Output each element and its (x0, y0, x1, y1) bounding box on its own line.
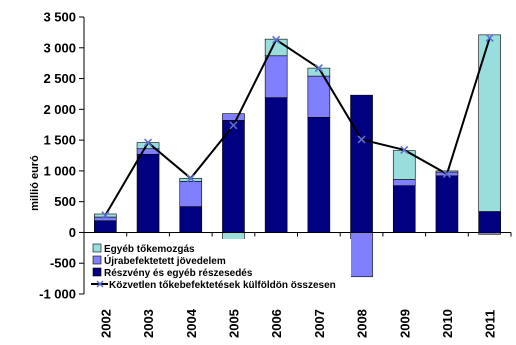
line-point-2007 (314, 64, 323, 73)
x-tick-label: 2004 (184, 308, 199, 338)
line-point-2006 (272, 35, 281, 44)
line-total (104, 37, 491, 216)
legend-label: Újrabefektetett jövedelem (104, 254, 226, 267)
x-tick-label: 2009 (397, 309, 412, 338)
line-point-2002 (101, 211, 110, 220)
bar-segment-2005-s0 (222, 120, 245, 233)
line-point-2005 (229, 121, 238, 130)
line-point-2008 (357, 135, 366, 144)
y-tick-label: 2 500 (43, 71, 76, 86)
bar-segment-2008-s1 (350, 232, 373, 278)
x-axis-ticks: 2002 2003 2004 2005 2006 2007 2008 2009 2010 2011 (98, 308, 497, 338)
y-tick-label: 1 000 (43, 163, 76, 178)
x-tick-label: 2002 (98, 309, 113, 338)
bar-segment-2002-s1 (94, 216, 117, 222)
legend-item-1: Újrabefektetett jövedelem (92, 254, 226, 267)
y-axis-ticks: -1 000 -500 0 500 1 000 1 500 2 000 2 500 3 000 3… (39, 10, 84, 302)
legend-item-3: Közvetlen tőkebefektetések külföldön öss… (91, 280, 336, 291)
y-tick-label: 3 500 (43, 10, 76, 25)
bar-segment-2002-s0 (94, 220, 117, 233)
x-tick-label: 2011 (483, 310, 498, 338)
x-tick-label: 2005 (226, 309, 241, 338)
bar-segment-2010-s0 (435, 175, 459, 233)
bar-segment-2009-s1 (392, 179, 416, 186)
y-tick-label: -1 000 (39, 287, 76, 302)
bar-segment-2011-s2 (478, 34, 501, 212)
y-tick-label: 0 (69, 225, 76, 240)
legend-label: Részvény és egyéb részesedés (104, 268, 253, 279)
y-axis-label: millió euró (29, 155, 41, 211)
legend-label: Egyéb tőkemozgás (104, 244, 195, 255)
bar-segment-2008-s0 (350, 94, 373, 233)
y-tick-label: 1 500 (43, 133, 76, 148)
bar-segment-2004-s0 (179, 206, 203, 233)
line-point-2010 (442, 169, 452, 179)
x-tick-label: 2006 (269, 309, 284, 338)
bar-segment-2007-s0 (307, 117, 331, 233)
line-point-2003 (143, 138, 153, 147)
legend-label: Közvetlen tőkebefektetések külföldön öss… (109, 280, 336, 291)
x-tick-label: 2010 (440, 309, 455, 338)
bars (94, 34, 501, 278)
x-tick-label: 2003 (141, 309, 156, 338)
bar-segment-2011-s0 (478, 211, 501, 233)
legend-swatch (92, 267, 102, 277)
legend-swatch (92, 255, 102, 265)
legend-box (90, 239, 351, 289)
y-tick-label: 500 (54, 194, 76, 209)
x-tick-label: 2007 (312, 309, 327, 338)
bar-segment-2006-s0 (264, 97, 288, 233)
line-point-2009 (400, 145, 409, 155)
legend-item-2: Részvény és egyéb részesedés (92, 267, 253, 279)
bar-segment-2005-s1 (222, 113, 245, 121)
legend-item-0: Egyéb tőkemozgás (92, 243, 195, 255)
y-tick-label: -500 (50, 256, 76, 271)
bar-segment-2006-s1 (264, 55, 288, 98)
bar-segment-2004-s1 (179, 181, 203, 207)
line-point-2004 (186, 174, 195, 183)
axes (83, 17, 512, 294)
bar-segment-2003-s0 (136, 153, 160, 233)
y-tick-label: 2 000 (43, 102, 76, 117)
y-axis-title: millió euró (29, 155, 41, 211)
y-tick-label: 3 000 (43, 40, 76, 55)
line-point-2011 (485, 33, 494, 42)
bar-segment-2009-s0 (392, 185, 416, 233)
legend-swatch (92, 243, 102, 253)
line-series (101, 33, 494, 220)
x-tick-label: 2008 (355, 309, 370, 338)
